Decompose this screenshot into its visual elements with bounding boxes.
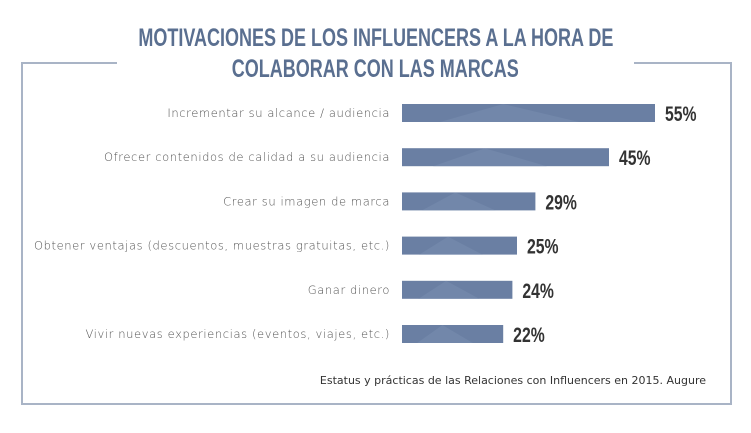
category-label: Vivir nuevas experiencias (eventos, viaj… xyxy=(85,327,390,341)
frame-top-right xyxy=(634,62,732,64)
title-line-2: COLABORAR CON LAS MARCAS xyxy=(231,55,519,83)
source-note: Estatus y prácticas de las Relaciones co… xyxy=(319,374,706,387)
chart-title: MOTIVACIONES DE LOS INFLUENCERS A LA HOR… xyxy=(0,23,751,85)
frame-top-left xyxy=(21,62,117,64)
bar-texture xyxy=(419,236,483,255)
bar-texture xyxy=(433,148,547,167)
category-label: Crear su imagen de marca xyxy=(223,194,390,208)
data-label: 24% xyxy=(522,279,554,303)
chart-frame xyxy=(21,62,732,405)
category-label: Ganar dinero xyxy=(308,283,390,297)
data-label: 22% xyxy=(513,323,545,347)
category-label: Incrementar su alcance / audiencia xyxy=(167,106,390,120)
category-label: Ofrecer contenidos de calidad a su audie… xyxy=(104,150,390,164)
bar-texture xyxy=(439,104,580,122)
bar-texture xyxy=(417,325,473,343)
bar-texture xyxy=(418,280,480,299)
data-label: 25% xyxy=(527,234,559,258)
category-label: Obtener ventajas (descuentos, muestras g… xyxy=(34,239,390,253)
bar-texture xyxy=(422,192,496,211)
data-label: 29% xyxy=(545,190,577,214)
title-line-1: MOTIVACIONES DE LOS INFLUENCERS A LA HOR… xyxy=(137,24,614,52)
data-label: 55% xyxy=(665,102,697,126)
data-label: 45% xyxy=(619,146,651,170)
